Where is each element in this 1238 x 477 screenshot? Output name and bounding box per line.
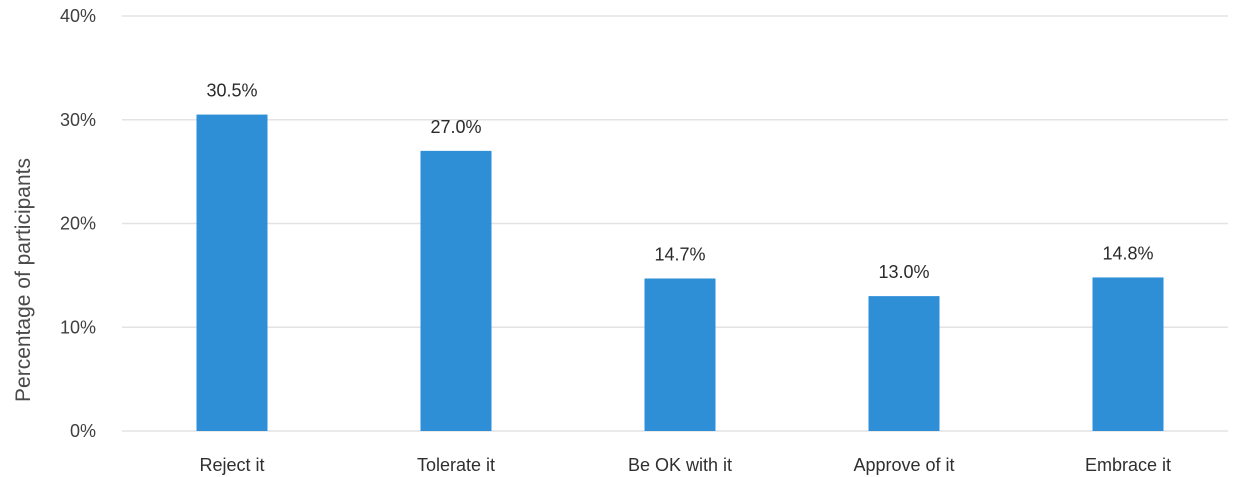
data-label: 13.0% — [878, 262, 929, 282]
bar — [644, 278, 716, 431]
y-axis-ticks: 0% 10% 20% 30% 40% — [60, 6, 96, 441]
bar — [868, 296, 940, 431]
bar — [1092, 277, 1164, 431]
data-labels: 30.5% 27.0% 14.7% 13.0% 14.8% — [206, 81, 1153, 283]
bars — [196, 114, 1164, 431]
bar — [420, 150, 492, 431]
y-tick-label: 10% — [60, 317, 96, 337]
data-label: 14.7% — [654, 244, 705, 264]
y-tick-label: 20% — [60, 214, 96, 234]
data-label: 14.8% — [1102, 243, 1153, 263]
y-tick-label: 30% — [60, 110, 96, 130]
data-label: 27.0% — [430, 117, 481, 137]
data-label: 30.5% — [206, 81, 257, 101]
x-tick-label: Tolerate it — [417, 455, 495, 475]
y-tick-label: 0% — [70, 421, 96, 441]
x-axis-ticks: Reject it Tolerate it Be OK with it Approve… — [199, 455, 1171, 475]
y-tick-label: 40% — [60, 6, 96, 26]
bar — [196, 114, 268, 431]
x-tick-label: Be OK with it — [628, 455, 732, 475]
gridlines — [122, 15, 1228, 432]
y-axis-title: Percentage of participants — [12, 158, 35, 402]
x-tick-label: Approve of it — [853, 455, 954, 475]
x-tick-label: Embrace it — [1085, 455, 1171, 475]
x-tick-label: Reject it — [199, 455, 264, 475]
